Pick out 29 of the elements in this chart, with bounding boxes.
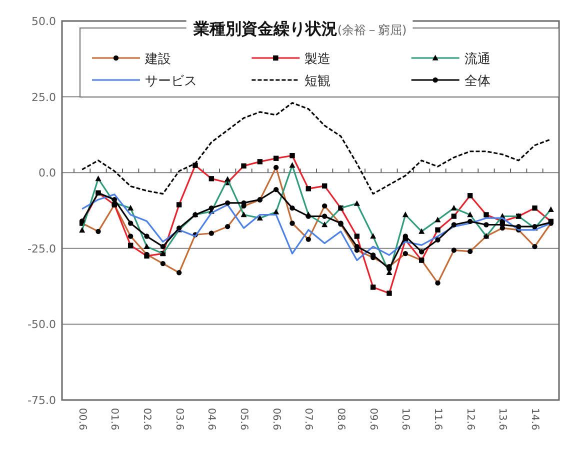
y-tick-label: -25.0 bbox=[28, 242, 56, 256]
y-tick-label: -75.0 bbox=[28, 394, 56, 407]
y-tick-label: 50.0 bbox=[32, 15, 56, 28]
legend-label: 短観 bbox=[304, 74, 331, 89]
x-tick-label: 10.6 bbox=[400, 408, 411, 430]
x-tick-label: 07.6 bbox=[302, 408, 314, 430]
x-tick-label: 11.6 bbox=[432, 408, 444, 430]
x-tick-label: 02.6 bbox=[141, 408, 152, 430]
x-tick-label: 01.6 bbox=[108, 408, 120, 430]
x-tick-label: 03.6 bbox=[173, 408, 184, 430]
x-tick-label: 12.6 bbox=[464, 408, 476, 430]
x-tick-label: 00.6 bbox=[76, 408, 88, 430]
x-tick-label: 06.6 bbox=[270, 408, 282, 430]
legend-label: 全体 bbox=[464, 74, 490, 89]
x-tick-label: 08.6 bbox=[335, 408, 346, 430]
legend-label: 製造 bbox=[304, 52, 331, 67]
legend-label: 建設 bbox=[144, 52, 171, 67]
x-tick-label: 04.6 bbox=[206, 408, 217, 430]
chart-subtitle: (余裕－窮屈) bbox=[337, 23, 407, 37]
x-tick-label: 13.6 bbox=[496, 408, 508, 430]
chart-title: 業種別資金繰り状況 bbox=[192, 19, 338, 38]
x-tick-label: 14.6 bbox=[529, 408, 540, 430]
legend-label: 流通 bbox=[464, 51, 490, 67]
y-tick-label: -50.0 bbox=[28, 318, 56, 332]
legend-label: サービス bbox=[145, 74, 197, 89]
x-tick-label: 05.6 bbox=[238, 408, 250, 430]
x-tick-label: 09.6 bbox=[367, 408, 378, 430]
y-tick-label: 0.0 bbox=[38, 166, 56, 180]
y-tick-label: 25.0 bbox=[32, 90, 56, 104]
